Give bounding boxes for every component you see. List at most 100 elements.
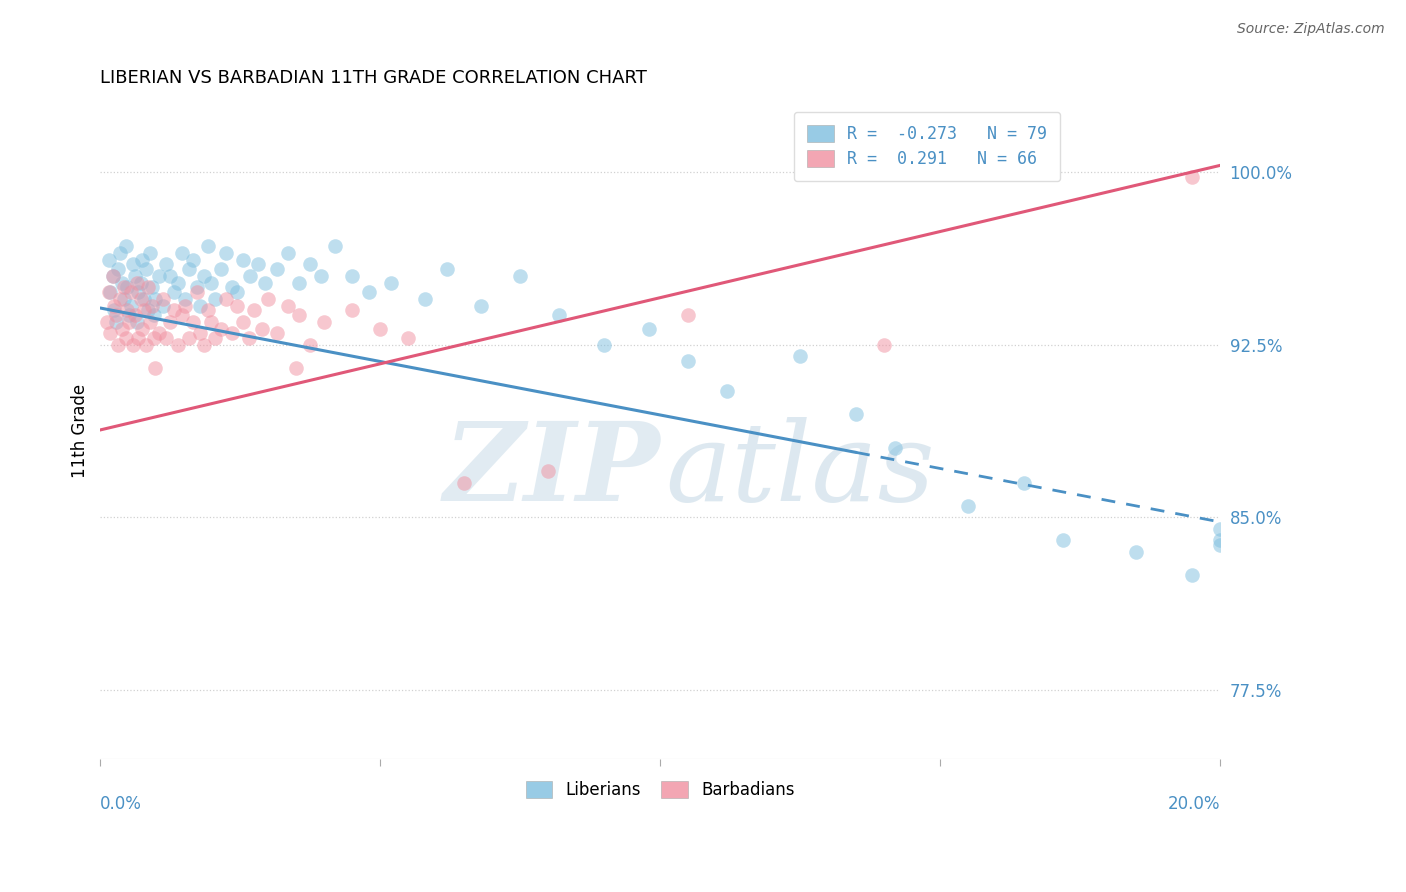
Point — [114, 239, 136, 253]
Point — [142, 331, 165, 345]
Point — [254, 276, 277, 290]
Point — [118, 308, 141, 322]
Point — [277, 245, 299, 260]
Point — [143, 360, 166, 375]
Point — [1125, 545, 1147, 559]
Point — [127, 285, 149, 299]
Point — [125, 276, 148, 290]
Point — [288, 276, 311, 290]
Point — [152, 292, 174, 306]
Point — [129, 292, 152, 306]
Point — [453, 475, 475, 490]
Point — [111, 322, 134, 336]
Point — [148, 326, 170, 341]
Point — [845, 407, 868, 421]
Point — [143, 292, 166, 306]
Point — [204, 292, 226, 306]
Y-axis label: 11th Grade: 11th Grade — [72, 384, 89, 478]
Point — [138, 315, 160, 329]
Point — [314, 315, 336, 329]
Point — [209, 322, 232, 336]
Point — [221, 326, 243, 341]
Point — [1209, 538, 1232, 552]
Point — [638, 322, 661, 336]
Point — [1181, 567, 1204, 582]
Point — [266, 326, 288, 341]
Point — [114, 331, 136, 345]
Point — [131, 252, 153, 267]
Point — [132, 303, 155, 318]
Point — [200, 315, 222, 329]
Point — [257, 292, 280, 306]
Point — [174, 292, 197, 306]
Point — [537, 464, 560, 478]
Point — [342, 303, 364, 318]
Point — [124, 268, 146, 283]
Point — [141, 280, 163, 294]
Point — [413, 292, 436, 306]
Point — [107, 261, 129, 276]
Point — [325, 239, 347, 253]
Point — [299, 338, 322, 352]
Point — [103, 299, 125, 313]
Point — [136, 280, 159, 294]
Point — [509, 268, 531, 283]
Point — [121, 257, 143, 271]
Point — [166, 276, 188, 290]
Point — [108, 245, 131, 260]
Text: 0.0%: 0.0% — [100, 795, 142, 813]
Point — [1181, 169, 1204, 184]
Point — [188, 326, 211, 341]
Point — [197, 239, 219, 253]
Point — [380, 276, 402, 290]
Point — [124, 308, 146, 322]
Point — [159, 268, 181, 283]
Point — [97, 285, 120, 299]
Point — [548, 308, 571, 322]
Text: Source: ZipAtlas.com: Source: ZipAtlas.com — [1237, 22, 1385, 37]
Point — [177, 261, 200, 276]
Point — [105, 308, 128, 322]
Point — [170, 245, 193, 260]
Point — [163, 303, 186, 318]
Point — [105, 315, 128, 329]
Point — [155, 257, 177, 271]
Point — [142, 308, 165, 322]
Point — [108, 292, 131, 306]
Text: LIBERIAN VS BARBADIAN 11TH GRADE CORRELATION CHART: LIBERIAN VS BARBADIAN 11TH GRADE CORRELA… — [100, 69, 647, 87]
Point — [107, 338, 129, 352]
Point — [159, 315, 181, 329]
Point — [131, 322, 153, 336]
Point — [121, 338, 143, 352]
Point — [676, 354, 699, 368]
Point — [873, 338, 896, 352]
Point — [357, 285, 380, 299]
Point — [111, 276, 134, 290]
Point — [1209, 533, 1232, 548]
Point — [127, 331, 149, 345]
Point — [97, 252, 120, 267]
Point — [215, 292, 238, 306]
Point — [215, 245, 238, 260]
Point — [221, 280, 243, 294]
Point — [112, 292, 135, 306]
Point — [141, 299, 163, 313]
Text: ZIP: ZIP — [443, 417, 659, 524]
Point — [101, 268, 124, 283]
Point — [166, 338, 188, 352]
Point — [181, 252, 204, 267]
Point — [135, 261, 157, 276]
Point — [1052, 533, 1074, 548]
Point — [593, 338, 616, 352]
Point — [177, 331, 200, 345]
Point — [716, 384, 738, 398]
Point — [226, 285, 249, 299]
Point — [288, 308, 311, 322]
Point — [112, 280, 135, 294]
Point — [120, 299, 142, 313]
Point — [277, 299, 299, 313]
Point — [200, 276, 222, 290]
Point — [193, 268, 215, 283]
Text: 20.0%: 20.0% — [1167, 795, 1220, 813]
Point — [152, 299, 174, 313]
